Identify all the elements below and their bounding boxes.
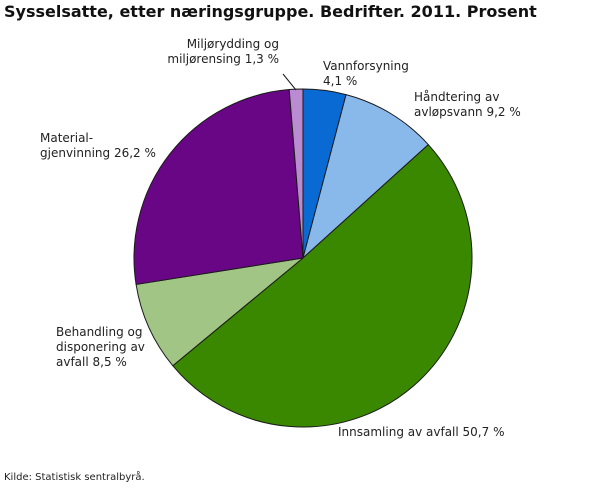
pie-slice-handtering-av-avlopsvann: [302, 94, 429, 259]
slice-label-vannforsyning: Vannforsyning 4,1 %: [323, 59, 409, 89]
slice-label-line: Material-: [40, 131, 94, 145]
slice-label-line: disponering av: [56, 340, 145, 354]
pie-slice-behandling-og-disponering-av-avfall: [135, 257, 304, 367]
slice-label-line: 4,1 %: [323, 74, 358, 88]
slice-label-behandling-og-disponering-av-avfall: Behandling og disponering av avfall 8,5 %: [56, 325, 145, 370]
slice-label-line: Håndtering av: [414, 90, 500, 104]
chart-title: Sysselsatte, etter næringsgruppe. Bedrif…: [4, 2, 537, 21]
slice-label-line: gjenvinning 26,2 %: [40, 146, 156, 160]
slice-label-innsamling-av-avfall: Innsamling av avfall 50,7 %: [338, 425, 504, 440]
slice-label-line: avløpsvann 9,2 %: [414, 105, 521, 119]
slice-label-line: miljørensing 1,3 %: [167, 52, 279, 66]
pie-slice-miljorydding-og-miljorensing: [288, 88, 304, 259]
slice-label-handtering-av-avlopsvann: Håndtering av avløpsvann 9,2 %: [414, 90, 521, 120]
slice-label-line: Innsamling av avfall 50,7 %: [338, 425, 505, 439]
leader-line: [282, 73, 297, 91]
slice-label-material-gjenvinning: Material-gjenvinning 26,2 %: [40, 131, 156, 161]
slice-label-line: Behandling og: [56, 325, 143, 339]
slice-label-line: avfall 8,5 %: [56, 355, 127, 369]
slice-label-line: Miljørydding og: [186, 37, 279, 51]
pie-slice-innsamling-av-avfall: [172, 144, 473, 428]
pie-slice-material-gjenvinning: [133, 89, 304, 285]
slice-label-miljorydding-og-miljorensing: Miljørydding og miljørensing 1,3 %: [161, 37, 279, 67]
source-note: Kilde: Statistisk sentralbyrå.: [4, 472, 145, 483]
slice-label-line: Vannforsyning: [323, 59, 409, 73]
